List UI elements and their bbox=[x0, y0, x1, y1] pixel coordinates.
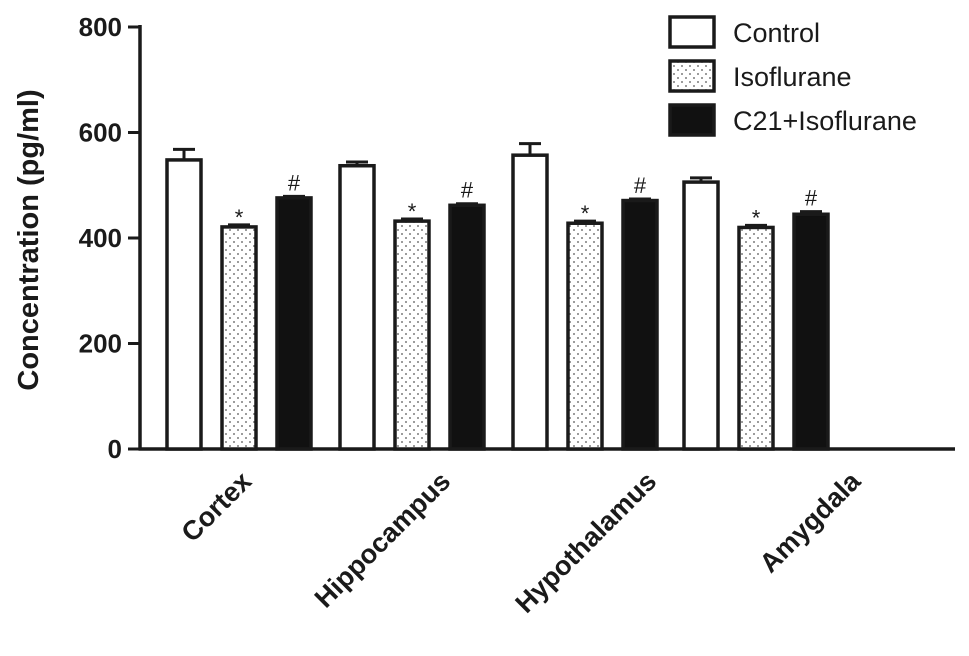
legend-item: Isoflurane bbox=[668, 59, 852, 93]
bar-c21-isoflurane bbox=[621, 198, 659, 451]
bar-isoflurane bbox=[393, 219, 431, 451]
bar-control bbox=[511, 153, 549, 451]
y-axis-title: Concentration (pg/ml) bbox=[13, 89, 45, 390]
bar-group-amygdala: *# bbox=[682, 176, 830, 451]
bar-groups: *#*#*#*# bbox=[165, 142, 830, 451]
significance-marker: # bbox=[461, 178, 474, 203]
category-labels: Cortex Hippocampus Hypothalamus Amygdala bbox=[176, 465, 867, 618]
bar-c21-isoflurane bbox=[448, 203, 486, 451]
legend-swatch bbox=[668, 15, 716, 49]
bar-isoflurane bbox=[737, 225, 775, 451]
legend: Control Isoflurane C21+Isoflurane bbox=[668, 15, 917, 137]
y-tick-label: 400 bbox=[79, 223, 122, 253]
bar-c21-isoflurane bbox=[275, 196, 313, 451]
significance-marker: # bbox=[634, 173, 647, 198]
significance-marker: * bbox=[408, 199, 417, 224]
bar-isoflurane bbox=[566, 221, 604, 451]
legend-label: C21+Isoflurane bbox=[733, 106, 917, 136]
y-tick-label: 800 bbox=[79, 12, 122, 42]
y-tick-label: 200 bbox=[79, 329, 122, 359]
bar-group-cortex: *# bbox=[165, 147, 313, 451]
y-tick-label: 600 bbox=[79, 118, 122, 148]
significance-marker: * bbox=[752, 205, 761, 230]
significance-marker: # bbox=[805, 186, 818, 211]
legend-label: Control bbox=[733, 18, 820, 48]
bar-control bbox=[338, 163, 376, 451]
bar-control bbox=[682, 180, 720, 451]
bar-control bbox=[165, 158, 203, 451]
category-label: Hypothalamus bbox=[509, 466, 662, 619]
significance-marker: * bbox=[235, 205, 244, 230]
legend-item: Control bbox=[668, 15, 820, 49]
y-tick-label: 0 bbox=[108, 434, 122, 464]
legend-swatch bbox=[668, 103, 716, 137]
significance-marker: # bbox=[288, 170, 301, 195]
bar-group-hippocampus: *# bbox=[338, 160, 486, 451]
significance-marker: * bbox=[581, 201, 590, 226]
y-ticks: 0 200 400 600 800 bbox=[79, 12, 140, 464]
category-label: Cortex bbox=[176, 466, 258, 548]
bar-group-hypothalamus: *# bbox=[511, 142, 659, 451]
bar-isoflurane bbox=[220, 225, 258, 451]
bar-c21-isoflurane bbox=[792, 212, 830, 451]
legend-item: C21+Isoflurane bbox=[668, 103, 917, 137]
category-label: Hippocampus bbox=[309, 466, 456, 613]
legend-swatch bbox=[668, 59, 716, 93]
legend-label: Isoflurane bbox=[733, 62, 852, 92]
category-label: Amygdala bbox=[754, 465, 867, 578]
